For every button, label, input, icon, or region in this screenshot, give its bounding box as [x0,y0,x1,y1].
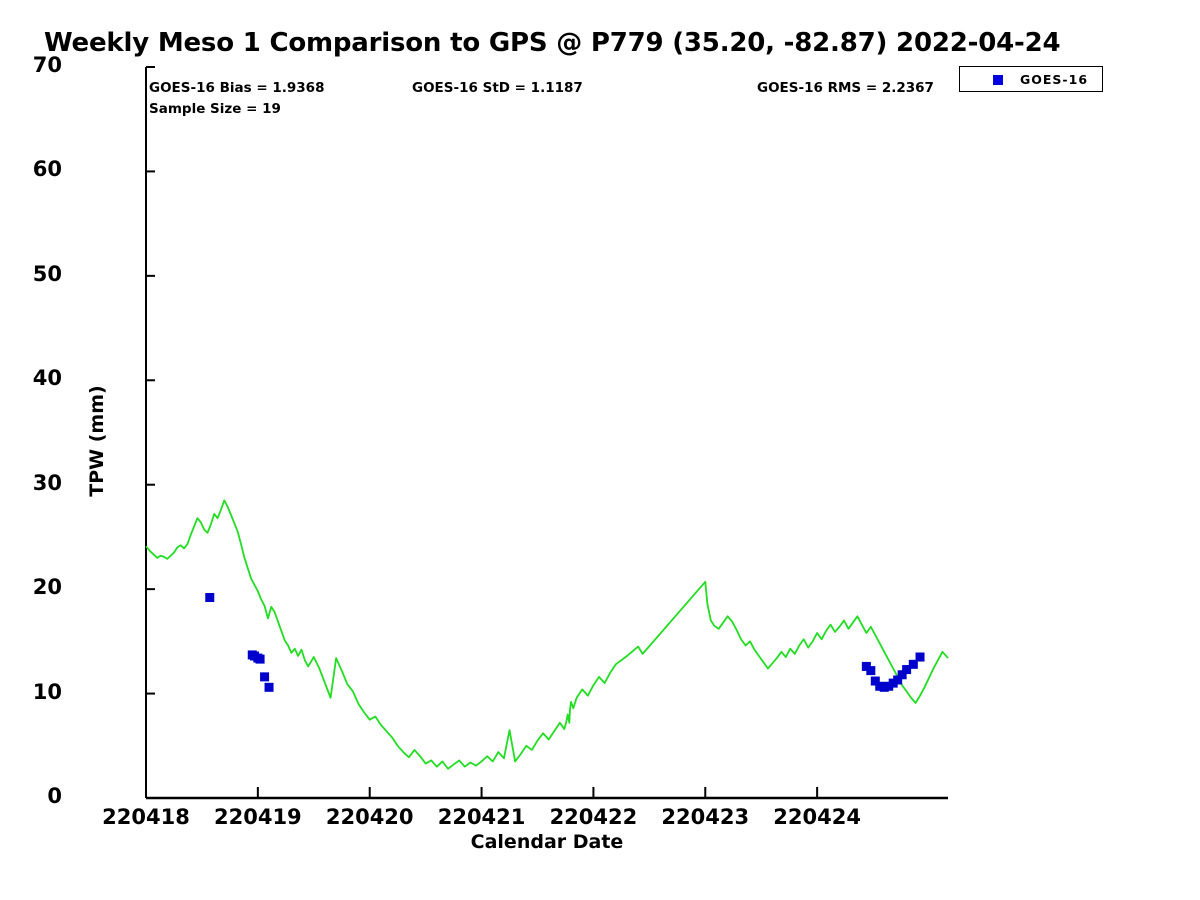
y-axis-title: TPW (mm) [86,385,108,497]
goes16-marker [915,652,925,662]
legend-swatch-goes16 [993,75,1003,85]
x-tick-label: 220424 [773,805,861,829]
x-tick-label: 220418 [102,805,190,829]
y-tick-label: 20 [32,575,62,600]
y-tick-label: 30 [32,470,62,495]
goes16-marker [870,676,880,686]
x-axis-title: Calendar Date [470,831,624,853]
goes16-marker [205,593,215,602]
goes16-marker [866,666,876,676]
y-tick-label: 0 [47,784,62,808]
y-tick-label: 50 [32,261,62,286]
stat-sample-size: Sample Size = 19 [149,101,281,117]
stat-bias: GOES-16 Bias = 1.9368 [149,80,325,96]
y-tick-label: 10 [32,679,62,704]
x-tick-label: 220422 [549,805,638,829]
goes16-marker [897,670,907,680]
x-tick-label: 220419 [214,805,302,829]
legend-label-goes16: GOES-16 [1020,72,1089,87]
y-tick-label: 70 [32,53,62,77]
goes16-marker [893,675,903,685]
x-tick-label: 220423 [661,805,750,829]
gps-line [145,499,949,770]
x-tick-label: 220421 [437,805,526,829]
axes [145,66,948,800]
x-tick-label: 220420 [325,805,414,829]
stat-std: GOES-16 StD = 1.1187 [412,80,583,96]
page-title: Weekly Meso 1 Comparison to GPS @ P779 (… [44,28,1061,58]
y-tick-label: 60 [32,157,62,182]
goes16-marker [260,672,270,682]
legend: GOES-16 [959,66,1103,92]
stat-rms: GOES-16 RMS = 2.2367 [757,80,934,96]
goes16-marker [264,682,274,692]
goes16-marker [908,659,918,669]
data-series [145,499,949,770]
goes16-marker [255,654,265,664]
goes16-marker [902,665,912,675]
y-tick-label: 40 [32,366,62,391]
